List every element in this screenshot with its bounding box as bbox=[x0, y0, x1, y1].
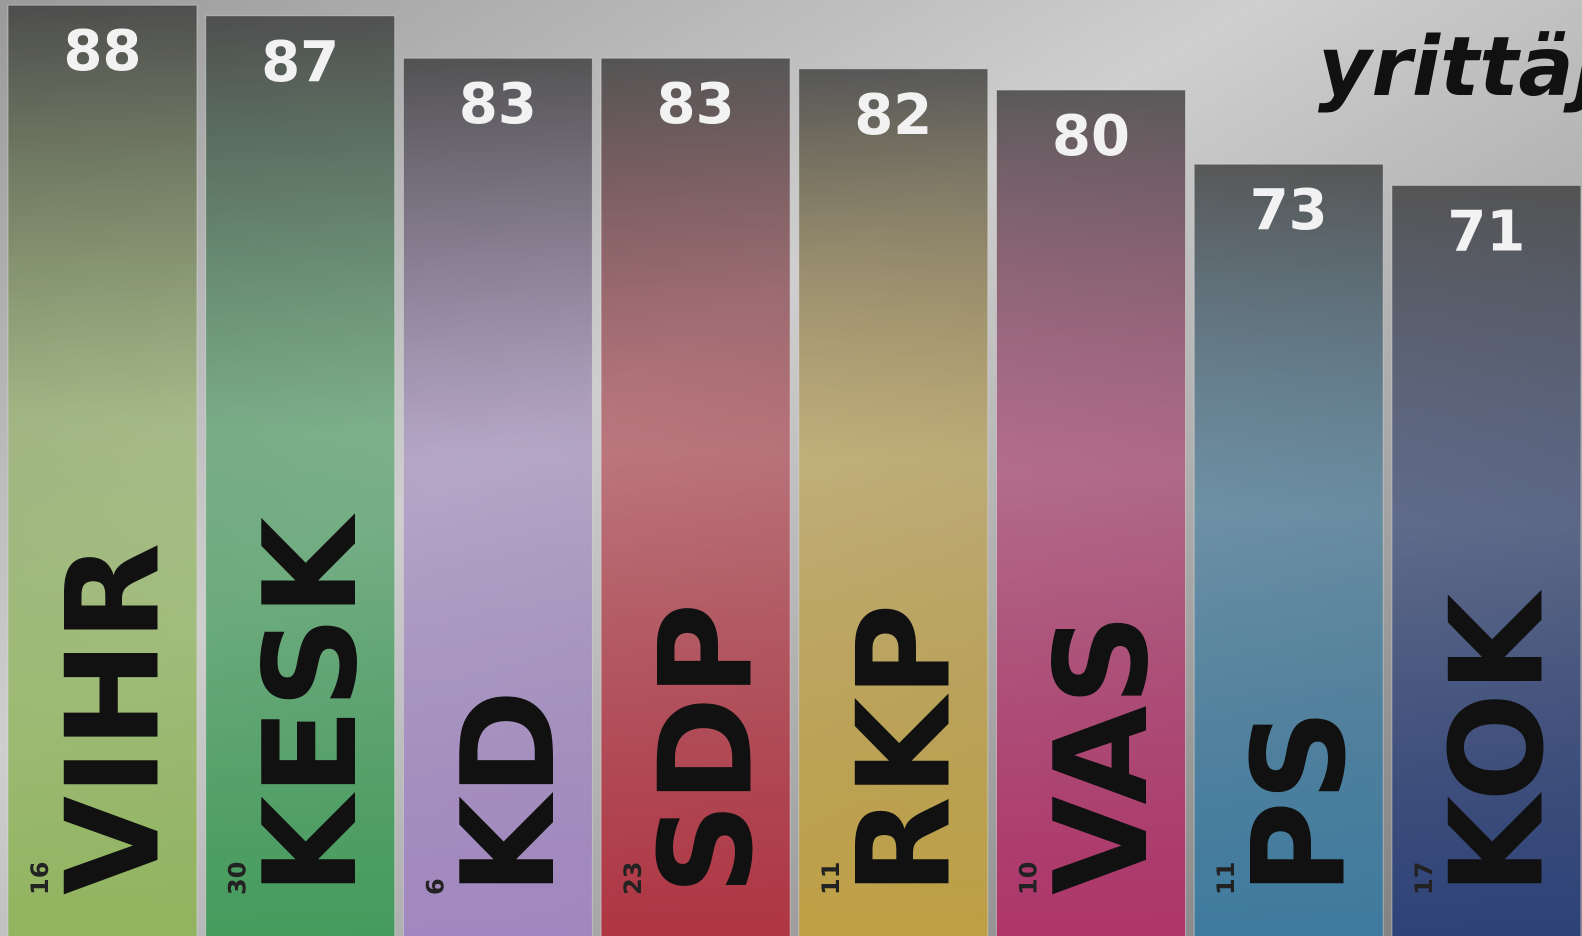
chart-title: yrittäjä bbox=[1318, 20, 1582, 115]
bar bbox=[1193, 163, 1384, 936]
bar bbox=[7, 4, 198, 936]
bar bbox=[798, 68, 989, 936]
bar bbox=[996, 89, 1186, 936]
category-label: PS bbox=[1226, 709, 1375, 895]
bar bbox=[402, 57, 593, 936]
count-label: 11 bbox=[1212, 862, 1240, 895]
category-label: SDP bbox=[633, 603, 782, 895]
category-label: KOK bbox=[1423, 589, 1572, 895]
value-label: 88 bbox=[64, 19, 142, 84]
category-label: KD bbox=[435, 690, 584, 895]
count-label: 23 bbox=[619, 862, 647, 895]
category-label: RKP bbox=[830, 603, 979, 895]
value-label: 73 bbox=[1250, 178, 1328, 243]
bar bbox=[1391, 184, 1582, 936]
count-label: 10 bbox=[1015, 862, 1043, 895]
value-label: 80 bbox=[1052, 104, 1130, 169]
value-label: 87 bbox=[261, 30, 339, 95]
category-label: KESK bbox=[237, 512, 386, 895]
count-label: 17 bbox=[1410, 862, 1438, 895]
value-label: 71 bbox=[1447, 199, 1525, 264]
count-label: 11 bbox=[817, 862, 845, 895]
category-label: VIHR bbox=[40, 543, 189, 895]
bar bbox=[600, 57, 791, 936]
count-label: 16 bbox=[26, 862, 54, 895]
value-label: 82 bbox=[854, 83, 932, 148]
category-label: VAS bbox=[1028, 613, 1177, 895]
bar bbox=[205, 15, 396, 936]
value-label: 83 bbox=[459, 72, 537, 137]
value-label: 83 bbox=[657, 72, 735, 137]
count-label: 6 bbox=[421, 878, 449, 895]
count-label: 30 bbox=[224, 862, 252, 895]
